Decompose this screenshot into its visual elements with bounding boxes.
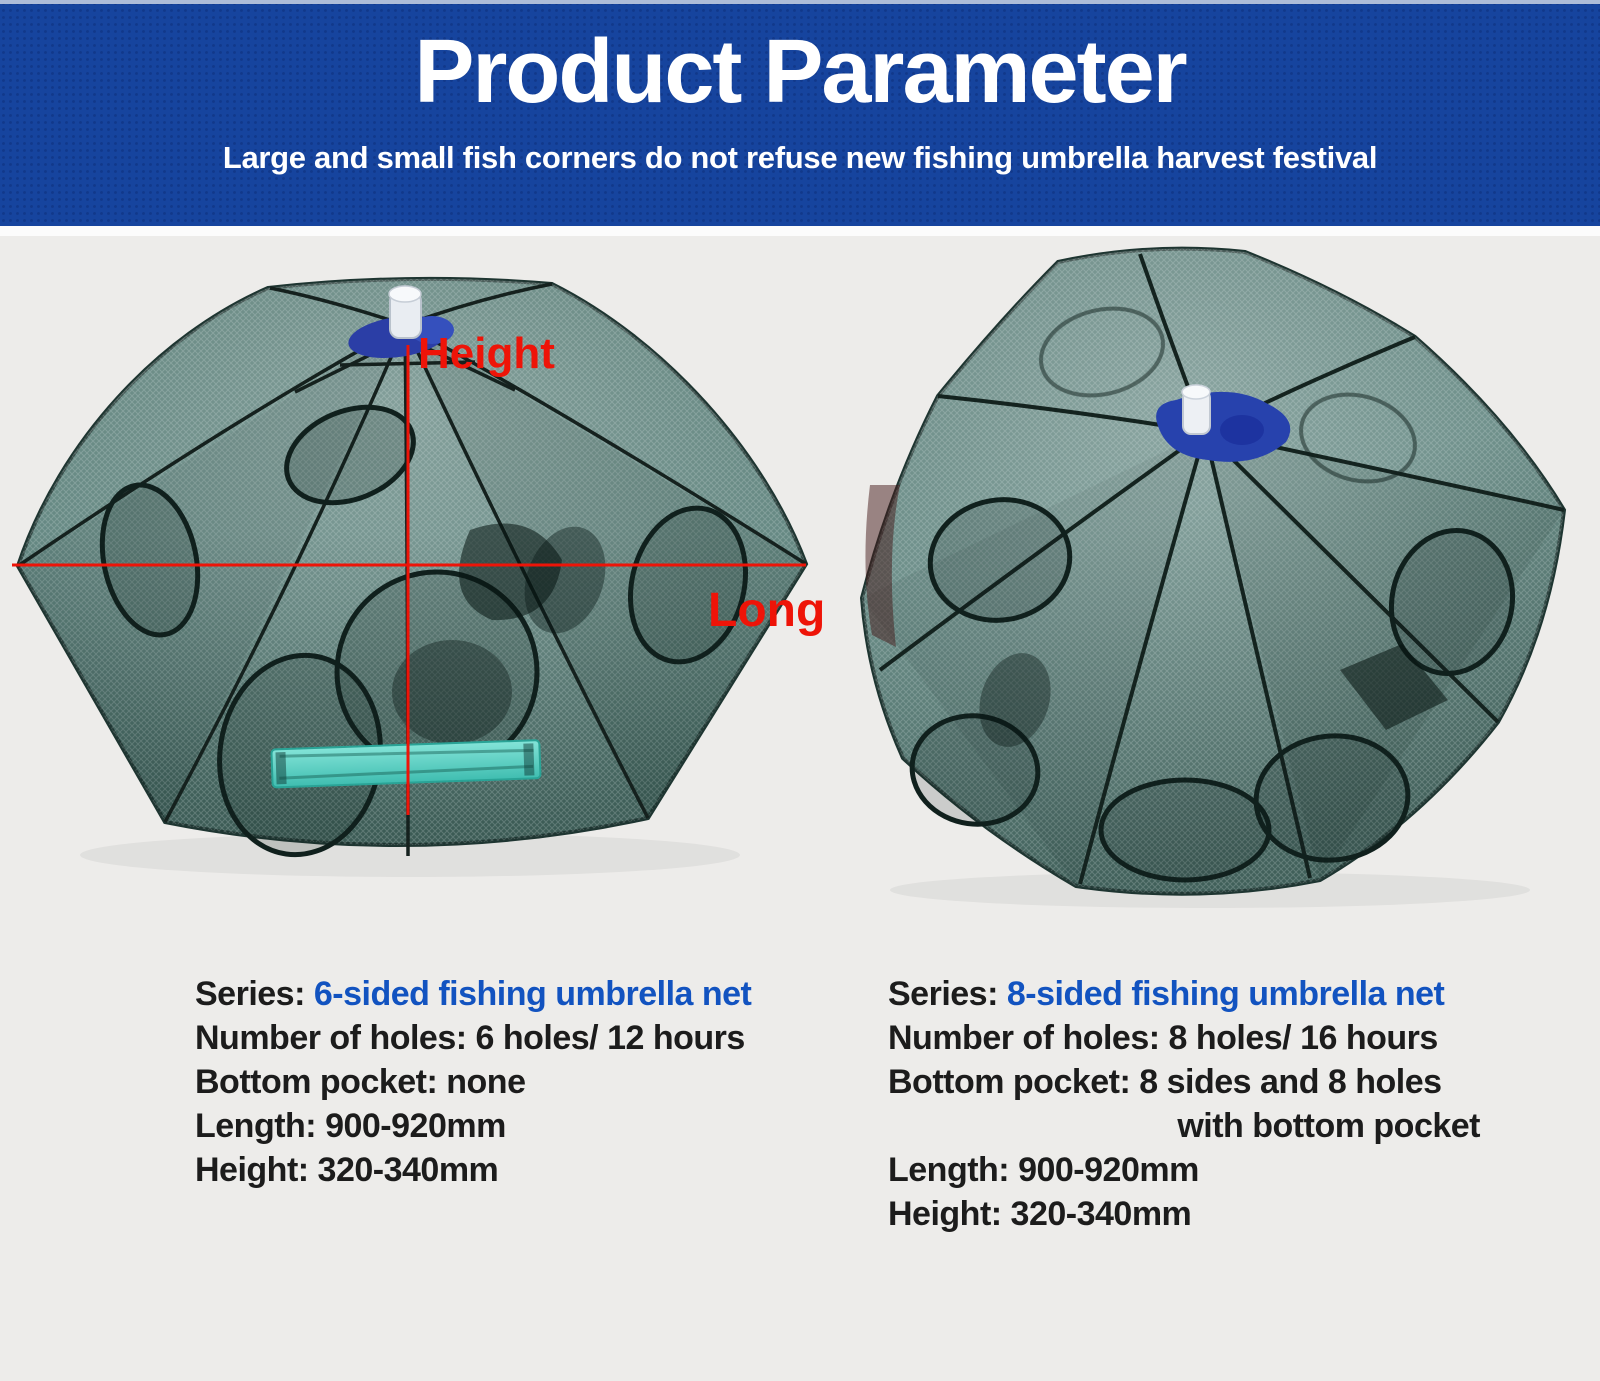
net-funnel-inner [392,640,512,744]
net-funnels-faint [1038,306,1417,484]
net-dark-funnel [1340,644,1448,730]
spec-pocket: Bottom pocket: none [195,1063,526,1101]
net-shadow [80,833,740,877]
umbrella-hub [348,285,454,358]
height-label: Height [418,329,555,378]
spec-series-value: 8-sided fishing umbrella net [1006,975,1445,1013]
banner-divider [0,226,1600,236]
net-highlight [18,278,806,846]
spec-series-label: Series: [195,975,305,1013]
net-funnels [909,497,1516,883]
page-subtitle: Large and small fish corners do not refu… [222,140,1378,175]
six-sided-net-figure: Height Long [12,276,825,877]
net-dark-funnel [524,526,606,634]
net-ribs [878,253,1565,885]
spec-series: Series: 6-sided fishing umbrella net [195,972,805,1016]
spec-holes: Number of holes: 6 holes/ 12 hours [195,1019,745,1057]
spec-height: Height: 320-340mm [888,1195,1192,1233]
banner: Product Parameter Large and small fish c… [0,0,1600,226]
spec-length: Length: 900-920mm [195,1107,506,1145]
eight-sided-net-figure [859,246,1567,908]
eight-sided-spec-block: Series: 8-sided fishing umbrella net Num… [888,972,1481,1236]
net-edge-shadow [865,485,900,647]
spec-length: Length: 900-920mm [888,1151,1199,1189]
content-area: Height Long [0,236,1600,1381]
six-sided-net-illustration: Height Long [12,276,825,877]
net-highlight [862,248,1564,894]
spec-series-label: Series: [888,975,998,1013]
eight-sided-net-illustration [859,246,1567,908]
spec-holes: Number of holes: 8 holes/ 16 hours [888,1019,1438,1057]
measurement-annotations: Height Long [12,329,825,815]
banner-top-border [0,0,1600,4]
spec-pocket-continued: with bottom pocket [1177,1107,1480,1145]
spec-pocket: Bottom pocket: 8 sides and 8 holes [888,1063,1442,1101]
spec-series-value: 6-sided fishing umbrella net [313,975,752,1013]
spec-series: Series: 8-sided fishing umbrella net [888,972,1480,1016]
six-sided-spec-block: Series: 6-sided fishing umbrella net Num… [195,972,805,1192]
net-dark-funnel [459,523,562,621]
zipper-strip [270,739,542,789]
net-dark-funnel [979,653,1051,747]
long-label: Long [708,584,825,637]
umbrella-hub [1156,384,1291,462]
spec-height: Height: 320-340mm [195,1151,499,1189]
page-title: Product Parameter [414,22,1187,122]
